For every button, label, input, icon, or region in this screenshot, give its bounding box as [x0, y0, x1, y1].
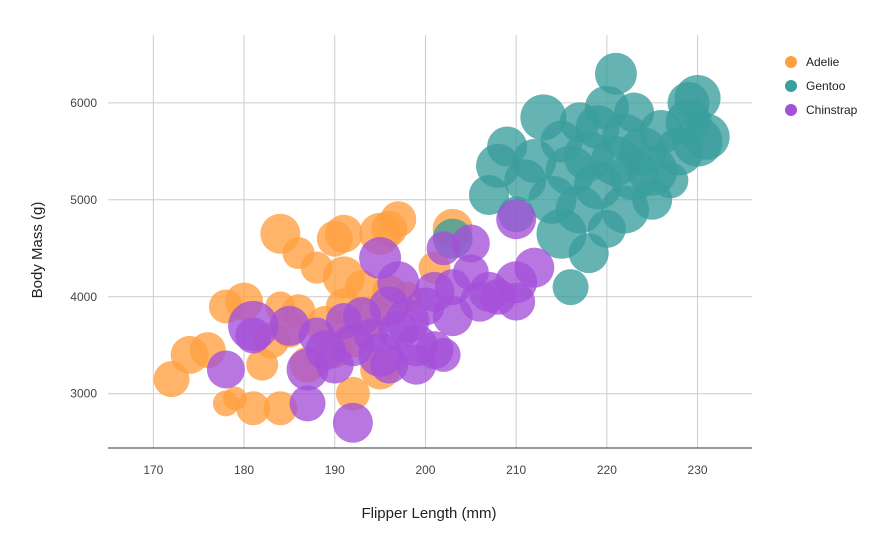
legend-marker [785, 56, 797, 68]
x-tick-label: 170 [143, 463, 163, 477]
bubble-point [426, 231, 461, 266]
bubble-point [426, 337, 461, 372]
legend-label: Chinstrap [806, 103, 858, 117]
bubble-layer [153, 52, 730, 443]
y-tick-label: 6000 [70, 96, 97, 110]
bubble-point [496, 199, 537, 240]
bubble-point [236, 391, 271, 426]
bubble-point [235, 317, 272, 354]
x-axis-title: Flipper Length (mm) [361, 505, 496, 522]
y-axis-title: Body Mass (g) [29, 202, 46, 299]
x-tick-label: 200 [415, 463, 435, 477]
x-tick-label: 190 [325, 463, 345, 477]
x-tick-label: 210 [506, 463, 526, 477]
bubble-point [335, 376, 370, 411]
bubble-point [514, 247, 555, 288]
bubble-point [206, 350, 245, 389]
bubble-point [683, 113, 730, 160]
y-tick-label: 5000 [70, 193, 97, 207]
bubble-point [289, 385, 326, 422]
legend-label: Gentoo [806, 79, 846, 93]
bubble-point [263, 391, 298, 426]
legend-marker [785, 104, 797, 116]
x-tick-label: 220 [597, 463, 617, 477]
series-gentoo [432, 52, 730, 306]
bubble-point [380, 201, 417, 238]
series-chinstrap [206, 199, 555, 443]
bubble-point [674, 75, 721, 122]
bubble-point [344, 270, 379, 305]
bubble-point [324, 214, 363, 253]
bubble-point [377, 261, 420, 304]
bubble-point [594, 52, 637, 95]
bubble-point [332, 402, 373, 443]
y-tick-label: 3000 [70, 387, 97, 401]
bubble-point [451, 224, 490, 263]
x-axis-ticks: 170 180 190 200 210 220 230 [143, 463, 708, 477]
legend-marker [785, 80, 797, 92]
x-tick-label: 230 [688, 463, 708, 477]
y-tick-label: 4000 [70, 290, 97, 304]
bubble-point [552, 269, 589, 306]
legend: Adelie Gentoo Chinstrap [785, 55, 858, 117]
legend-label: Adelie [806, 55, 840, 69]
y-axis-ticks: 3000 4000 5000 6000 [70, 96, 97, 401]
x-tick-label: 180 [234, 463, 254, 477]
